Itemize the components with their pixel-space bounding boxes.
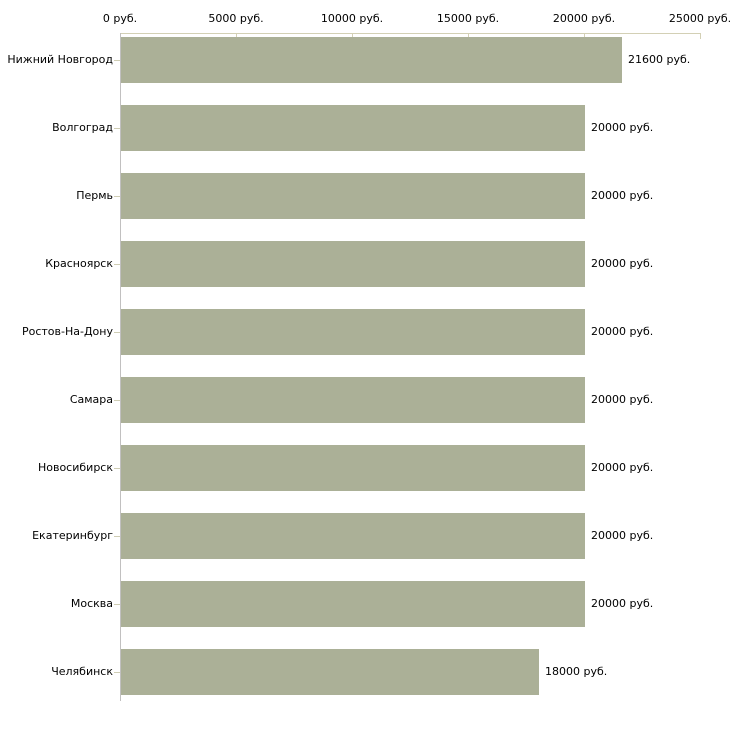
x-axis-tick-label: 15000 руб. (436, 12, 500, 25)
x-axis-tick-mark (700, 33, 701, 39)
y-axis-tick-mark (114, 264, 120, 265)
value-label: 20000 руб. (591, 257, 654, 270)
y-axis-tick-mark (114, 604, 120, 605)
value-label: 20000 руб. (591, 461, 654, 474)
x-axis-line (120, 33, 701, 34)
bar-8[interactable] (121, 581, 585, 627)
y-axis-tick-mark (114, 60, 120, 61)
x-axis-tick-mark (352, 33, 353, 39)
y-axis-tick-mark (114, 196, 120, 197)
x-axis-tick-mark (236, 33, 237, 39)
value-label: 20000 руб. (591, 393, 654, 406)
bar-3[interactable] (121, 241, 585, 287)
value-label: 20000 руб. (591, 529, 654, 542)
category-label: Челябинск (51, 665, 113, 678)
value-label: 20000 руб. (591, 121, 654, 134)
x-axis-tick-label: 20000 руб. (552, 12, 616, 25)
x-axis-tick-mark (468, 33, 469, 39)
category-label: Екатеринбург (32, 529, 113, 542)
category-label: Самара (69, 393, 113, 406)
y-axis-tick-mark (114, 468, 120, 469)
value-label: 21600 руб. (628, 53, 691, 66)
y-axis-tick-mark (114, 128, 120, 129)
x-axis-tick-mark (584, 33, 585, 39)
category-label: Новосибирск (37, 461, 113, 474)
value-label: 20000 руб. (591, 189, 654, 202)
bar-0[interactable] (121, 37, 622, 83)
x-axis-tick-label: 10000 руб. (320, 12, 384, 25)
category-label: Нижний Новгород (7, 53, 113, 66)
bar-5[interactable] (121, 377, 585, 423)
category-label: Красноярск (45, 257, 113, 270)
bar-4[interactable] (121, 309, 585, 355)
y-axis-line (120, 33, 121, 701)
x-axis-tick-label: 5000 руб. (208, 12, 264, 25)
value-label: 20000 руб. (591, 325, 654, 338)
y-axis-tick-mark (114, 536, 120, 537)
category-label: Волгоград (52, 121, 113, 134)
bar-6[interactable] (121, 445, 585, 491)
category-label: Пермь (76, 189, 113, 202)
bar-2[interactable] (121, 173, 585, 219)
bar-9[interactable] (121, 649, 539, 695)
x-axis-tick-label: 25000 руб. (668, 12, 730, 25)
value-label: 20000 руб. (591, 597, 654, 610)
bar-1[interactable] (121, 105, 585, 151)
y-axis-tick-mark (114, 672, 120, 673)
bar-7[interactable] (121, 513, 585, 559)
x-axis-tick-label: 0 руб. (102, 12, 138, 25)
value-label: 18000 руб. (545, 665, 608, 678)
category-label: Ростов-На-Дону (21, 325, 113, 338)
y-axis-tick-mark (114, 332, 120, 333)
category-label: Москва (70, 597, 113, 610)
y-axis-tick-mark (114, 400, 120, 401)
